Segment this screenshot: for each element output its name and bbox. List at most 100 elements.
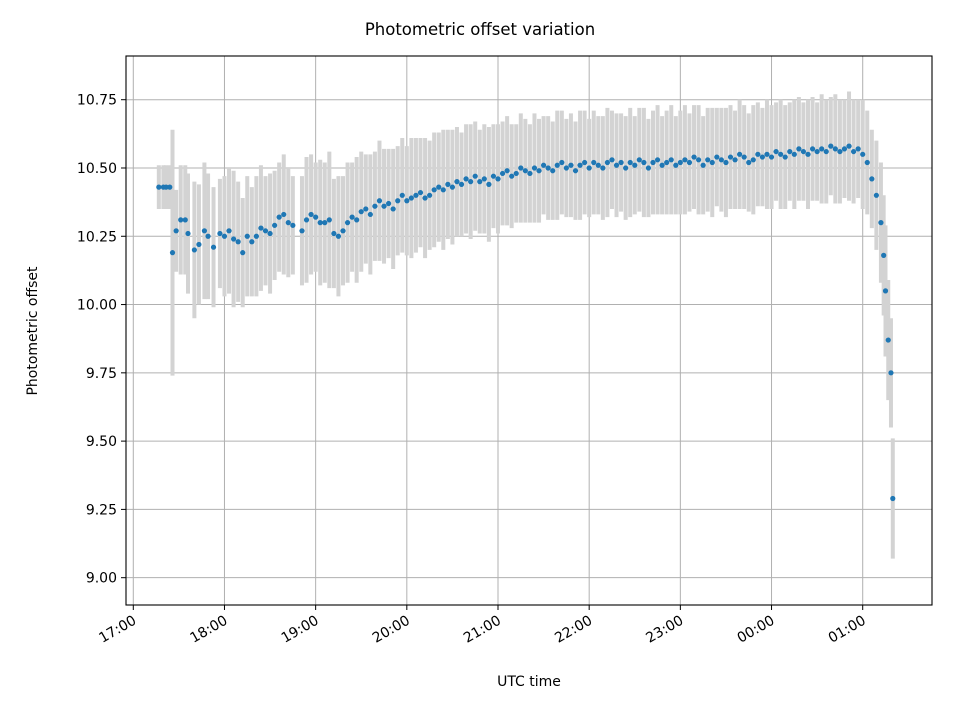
data-point [404,198,410,204]
y-tick-label: 10.75 [77,93,117,109]
data-point [272,222,278,228]
data-point [322,220,328,226]
data-point [568,162,574,168]
data-point [313,214,319,220]
data-point [182,217,188,223]
data-point [178,217,184,223]
data-point [205,233,211,239]
data-point [226,228,232,234]
data-point [468,179,474,185]
data-point [882,288,889,294]
data-point [828,143,834,149]
data-point [682,157,688,163]
data-point [709,159,715,166]
data-point [363,206,369,212]
data-point [276,214,282,220]
data-point [201,228,208,234]
data-point [727,154,734,160]
data-point [217,230,223,237]
data-point [253,233,259,239]
x-tick-label: 17:00 [96,613,139,647]
data-point [458,181,465,187]
chart-title: Photometric offset variation [364,20,596,39]
x-tick-label: 01:00 [826,613,869,647]
data-point [344,220,351,226]
y-tick-label: 10.00 [77,298,117,314]
data-point [773,148,779,155]
x-axis-ticks: 17:00 18:00 19:00 20:00 21:00 22:00 23:00 00:00… [96,605,869,647]
data-point [358,209,364,215]
data-point [732,157,738,163]
data-point [299,228,305,234]
data-point [422,195,428,201]
y-tick-label: 9.75 [86,366,117,382]
data-point [855,146,861,152]
data-point [577,162,583,168]
y-tick-label: 10.25 [77,229,117,245]
data-point [591,159,597,166]
data-point [787,148,793,155]
data-point [191,247,197,253]
data-point [750,157,756,163]
data-point [399,192,405,198]
data-point [823,148,829,155]
data-point [376,198,383,204]
x-axis-label: UTC time [497,674,561,690]
data-point [623,165,629,171]
data-point [454,179,460,185]
data-point [230,236,237,242]
data-point [572,168,579,174]
x-tick-label: 19:00 [279,613,322,647]
data-point [486,181,492,187]
data-point [764,151,770,157]
data-point [700,162,706,168]
data-point [163,184,169,190]
data-point [832,146,838,152]
point-layer [156,143,896,502]
data-point [885,337,891,343]
data-point [768,154,775,160]
data-point [654,157,661,163]
data-point [372,203,378,209]
data-point [495,176,501,182]
data-point [221,233,228,239]
data-point [791,151,797,157]
data-point [837,148,843,155]
data-point [550,168,556,174]
data-point [240,250,246,256]
data-point [582,159,588,166]
data-point [499,170,506,177]
data-point [540,162,547,168]
data-point [340,228,346,234]
data-point [595,162,601,168]
data-point [741,154,747,160]
data-point [440,187,446,193]
data-point [869,176,875,182]
data-point [864,159,870,166]
data-point [714,154,720,160]
data-point [445,181,451,187]
x-tick-label: 21:00 [461,613,504,647]
y-tick-label: 10.50 [77,161,117,177]
x-tick-label: 20:00 [370,613,413,647]
data-point [796,146,802,152]
data-point [290,222,296,228]
data-point [481,176,487,182]
data-point [156,184,162,190]
data-point [210,244,217,250]
data-point [408,195,414,201]
y-tick-label: 9.25 [86,502,117,518]
data-point [604,159,611,166]
data-point [641,159,647,166]
data-point [746,159,752,166]
data-point [477,179,483,185]
data-point [349,214,355,220]
data-point [490,173,497,179]
data-point [509,173,515,179]
data-point [196,241,202,248]
data-point [331,230,337,237]
data-point [559,159,565,166]
data-point [627,159,633,166]
